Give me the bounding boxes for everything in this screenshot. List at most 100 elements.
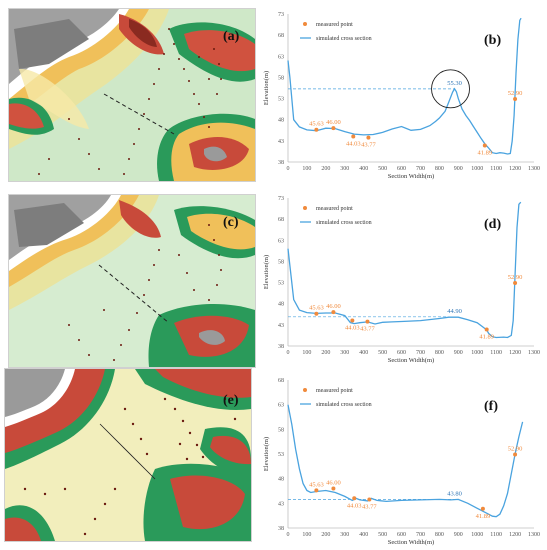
chart-d: 38 43 48 53 58 63 68 73 0 100 200 300 400 500 600 700 80… [258, 186, 547, 368]
legend-label-measured: measured point [316, 22, 353, 28]
cross-section-chart-d: 38 43 48 53 58 63 68 73 0 100 200 300 400 500 600 700 80… [263, 196, 540, 364]
measured-point-label: 45.63 [309, 305, 324, 312]
measured-point [513, 96, 518, 101]
x-tick-label: 800 [435, 166, 444, 172]
y-tick-label: 48 [278, 302, 284, 308]
y-tick-label: 68 [278, 378, 284, 384]
measured-point-label: 43.77 [360, 326, 375, 333]
legend-marker-measured [303, 206, 307, 210]
measured-point-label: 41.89 [477, 150, 492, 157]
measured-point [314, 311, 319, 316]
measured-point [314, 488, 319, 493]
measured-point-label: 41.89 [476, 513, 491, 520]
x-tick-label: 300 [340, 166, 349, 172]
x-tick-label: 600 [397, 532, 406, 538]
measured-point [484, 327, 489, 332]
x-tick-label: 200 [321, 166, 330, 172]
measured-point [367, 497, 372, 502]
legend-label-measured: measured point [316, 206, 353, 212]
chart-panel-letter: (f) [484, 399, 498, 414]
map-e-letter: (e) [223, 393, 239, 408]
legend-label-simulated: simulated cross section [316, 36, 372, 42]
x-tick-label: 600 [397, 350, 406, 356]
y-tick-label: 48 [278, 477, 284, 483]
x-axis-title: Section Width(m) [388, 357, 434, 364]
x-tick-label: 600 [397, 166, 406, 172]
measured-point-label: 45.63 [309, 481, 324, 488]
measured-point-label: 46.00 [326, 119, 341, 126]
x-tick-label: 1100 [490, 532, 502, 538]
map-panel-c: (c) [8, 194, 256, 368]
x-tick-label: 1200 [509, 532, 521, 538]
x-tick-label: 700 [416, 532, 425, 538]
x-tick-label: 1300 [528, 350, 540, 356]
x-tick-label: 400 [359, 166, 368, 172]
measured-point-label: 52.90 [508, 445, 523, 452]
x-tick-label: 1000 [471, 166, 483, 172]
y-tick-label: 73 [278, 196, 284, 202]
measured-point [480, 506, 485, 511]
x-tick-label: 700 [416, 350, 425, 356]
chart-f: 38 43 48 53 58 63 68 0 100 200 300 400 500 600 700 800 9… [258, 370, 547, 550]
measured-point [513, 280, 518, 285]
x-tick-label: 200 [321, 350, 330, 356]
chart-panel-letter: (b) [484, 33, 501, 48]
measured-point [352, 496, 357, 501]
chart-b: 38 43 48 53 58 63 68 73 0 100 200 300 400 500 600 700 80… [258, 0, 547, 186]
y-tick-label: 53 [278, 452, 284, 458]
y-tick-label: 43 [278, 501, 284, 507]
legend-marker-measured [303, 388, 307, 392]
x-tick-label: 1300 [528, 166, 540, 172]
terrain-map-a [9, 9, 255, 181]
measured-point-label: 46.00 [326, 480, 341, 487]
y-tick-label: 68 [278, 217, 284, 223]
highlight-value-label: 55.30 [447, 80, 462, 87]
x-tick-label: 1200 [509, 350, 521, 356]
measured-point [314, 127, 319, 132]
x-axis-title: Section Width(m) [388, 173, 434, 180]
map-panel-a: (a) [8, 8, 256, 182]
x-tick-label: 100 [302, 532, 311, 538]
y-tick-label: 38 [278, 160, 284, 166]
measured-point-label: 46.00 [326, 303, 341, 310]
y-tick-label: 53 [278, 97, 284, 103]
y-tick-label: 53 [278, 281, 284, 287]
measured-point [331, 310, 336, 315]
x-tick-label: 1300 [528, 532, 540, 538]
x-tick-label: 200 [321, 532, 330, 538]
measured-point-label: 44.03 [345, 325, 360, 332]
chart-panel-letter: (d) [484, 217, 501, 232]
y-axis-title: Elevation(m) [263, 255, 270, 289]
measured-point [482, 143, 487, 148]
y-tick-label: 68 [278, 33, 284, 39]
map-c-letter: (c) [223, 215, 239, 230]
y-tick-label: 48 [278, 118, 284, 124]
legend-label-simulated: simulated cross section [316, 402, 372, 408]
y-tick-label: 43 [278, 323, 284, 329]
measured-point [513, 452, 518, 457]
measured-point [365, 319, 370, 324]
simulated-cross-section-line [287, 404, 524, 518]
y-tick-label: 58 [278, 75, 284, 81]
measured-point-label: 44.03 [346, 141, 361, 148]
x-tick-label: 300 [340, 350, 349, 356]
simulated-cross-section-line [287, 201, 522, 339]
highlight-value-label: 44.90 [447, 308, 462, 315]
x-tick-label: 500 [378, 350, 387, 356]
measured-point-label: 45.63 [309, 121, 324, 128]
measured-point [350, 318, 355, 323]
measured-point [366, 135, 371, 140]
measured-point-label: 41.89 [479, 334, 494, 341]
highlight-circle [431, 69, 470, 109]
measured-point-label: 44.03 [347, 502, 362, 509]
x-tick-label: 100 [302, 166, 311, 172]
x-tick-label: 900 [454, 350, 463, 356]
legend-marker-measured [303, 22, 307, 26]
legend-label-measured: measured point [316, 388, 353, 394]
highlight-value-label: 43.80 [447, 490, 462, 497]
y-axis-title: Elevation(m) [263, 71, 270, 105]
measured-point-label: 52.90 [508, 274, 523, 281]
x-tick-label: 1000 [471, 350, 483, 356]
measured-point [351, 134, 356, 139]
x-tick-label: 1000 [471, 532, 483, 538]
